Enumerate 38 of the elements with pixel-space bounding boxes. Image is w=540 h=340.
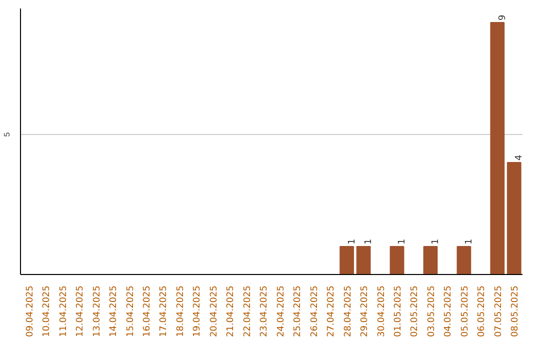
x-tick-label: 15.04.2025 bbox=[126, 286, 136, 338]
x-tick-label: 14.04.2025 bbox=[109, 286, 120, 338]
x-tick-label: 09.04.2025 bbox=[25, 286, 36, 338]
x-tick-label: 03.05.2025 bbox=[426, 286, 437, 338]
x-tick-label: 29.04.2025 bbox=[360, 286, 370, 338]
data-label: 9 bbox=[498, 14, 508, 20]
data-label: 1 bbox=[364, 238, 374, 244]
data-label: 1 bbox=[347, 238, 358, 244]
x-tick-label: 27.04.2025 bbox=[326, 286, 337, 338]
x-tick-label: 25.04.2025 bbox=[293, 286, 304, 338]
x-tick-label: 11.04.2025 bbox=[58, 286, 69, 338]
x-tick-label: 10.04.2025 bbox=[42, 286, 52, 338]
x-tick-label: 16.04.2025 bbox=[142, 286, 152, 338]
x-tick-label: 01.05.2025 bbox=[394, 286, 404, 338]
x-tick-label: 20.04.2025 bbox=[209, 286, 220, 338]
x-tick-label: 08.05.2025 bbox=[510, 286, 521, 338]
data-label: 1 bbox=[430, 238, 441, 244]
x-tick-label: 13.04.2025 bbox=[92, 286, 102, 338]
data-label: 4 bbox=[514, 154, 525, 160]
x-tick-label: 07.05.2025 bbox=[494, 286, 504, 338]
x-tick-label: 23.04.2025 bbox=[260, 286, 270, 338]
x-tick-label: 02.05.2025 bbox=[410, 286, 420, 338]
x-tick-label: 18.04.2025 bbox=[176, 286, 186, 338]
data-label: 1 bbox=[464, 238, 474, 244]
x-tick-label: 05.05.2025 bbox=[460, 286, 470, 338]
x-tick-label: 24.04.2025 bbox=[276, 286, 286, 338]
x-tick-label: 30.04.2025 bbox=[376, 286, 387, 338]
x-tick-label: 28.04.2025 bbox=[343, 286, 354, 338]
x-tick-label: 26.04.2025 bbox=[310, 286, 320, 338]
x-tick-label: 04.05.2025 bbox=[444, 286, 454, 338]
x-tick-label: 06.05.2025 bbox=[477, 286, 488, 338]
x-tick-label: 19.04.2025 bbox=[192, 286, 203, 338]
x-tick-label: 21.04.2025 bbox=[226, 286, 236, 338]
x-tick-label: 22.04.2025 bbox=[242, 286, 253, 338]
data-label: 1 bbox=[398, 238, 408, 244]
x-tick-label: 12.04.2025 bbox=[76, 286, 86, 338]
y-tick-label: 5 bbox=[2, 132, 12, 137]
x-tick-label: 17.04.2025 bbox=[159, 286, 170, 338]
